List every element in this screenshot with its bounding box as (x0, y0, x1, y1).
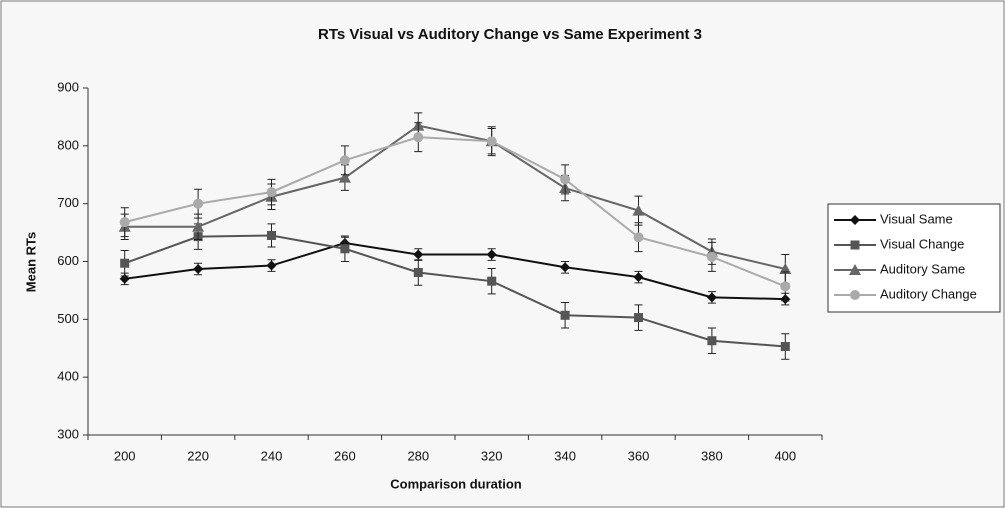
marker (633, 232, 644, 243)
marker (707, 336, 717, 346)
marker (632, 204, 645, 216)
legend-marker (849, 264, 861, 275)
legend-label: Auditory Same (880, 261, 965, 276)
marker (560, 262, 571, 273)
legend-label: Visual Same (880, 211, 953, 226)
x-tick-label: 340 (554, 448, 576, 463)
marker (780, 342, 790, 352)
marker (413, 249, 424, 260)
series-line (124, 124, 786, 270)
marker (266, 187, 277, 198)
legend-marker (850, 290, 860, 300)
x-tick-label: 260 (334, 448, 356, 463)
x-tick-label: 400 (774, 448, 796, 463)
x-tick-label: 320 (481, 448, 503, 463)
y-tick-label: 400 (57, 369, 79, 384)
marker (706, 292, 717, 303)
marker (560, 310, 570, 320)
series-line (124, 241, 786, 301)
x-axis-label: Comparison duration (390, 476, 522, 491)
marker (633, 272, 644, 283)
y-axis-label: Mean RTs (23, 232, 38, 292)
series-line (124, 234, 786, 348)
marker (193, 264, 204, 275)
legend-marker (850, 215, 860, 225)
marker (487, 276, 497, 286)
marker (338, 171, 351, 183)
x-tick-label: 200 (114, 448, 136, 463)
x-tick-label: 360 (628, 448, 650, 463)
marker (413, 132, 424, 143)
marker (339, 155, 350, 166)
marker (413, 267, 423, 277)
marker (193, 198, 204, 209)
x-tick-label: 380 (701, 448, 723, 463)
marker (779, 263, 792, 275)
marker (634, 313, 643, 323)
marker (192, 220, 205, 232)
marker (560, 174, 571, 185)
x-tick-label: 220 (187, 448, 209, 463)
x-tick-label: 280 (407, 448, 429, 463)
series-line (124, 136, 786, 288)
marker (266, 260, 277, 271)
marker (340, 244, 350, 254)
y-tick-label: 300 (57, 426, 79, 441)
marker (486, 249, 497, 260)
marker (706, 251, 717, 262)
y-tick-label: 800 (57, 137, 79, 152)
y-tick-label: 600 (57, 253, 79, 268)
marker (119, 217, 130, 228)
marker (780, 281, 791, 292)
y-tick-label: 700 (57, 195, 79, 210)
legend-label: Visual Change (880, 236, 964, 251)
y-tick-label: 900 (57, 79, 79, 94)
legend-label: Auditory Change (880, 286, 977, 301)
chart-title: RTs Visual vs Auditory Change vs Same Ex… (318, 26, 702, 43)
x-tick-label: 240 (261, 448, 283, 463)
marker (486, 136, 497, 147)
marker (267, 230, 276, 240)
legend-marker (850, 240, 860, 250)
y-tick-label: 500 (57, 311, 79, 326)
marker (120, 258, 130, 268)
